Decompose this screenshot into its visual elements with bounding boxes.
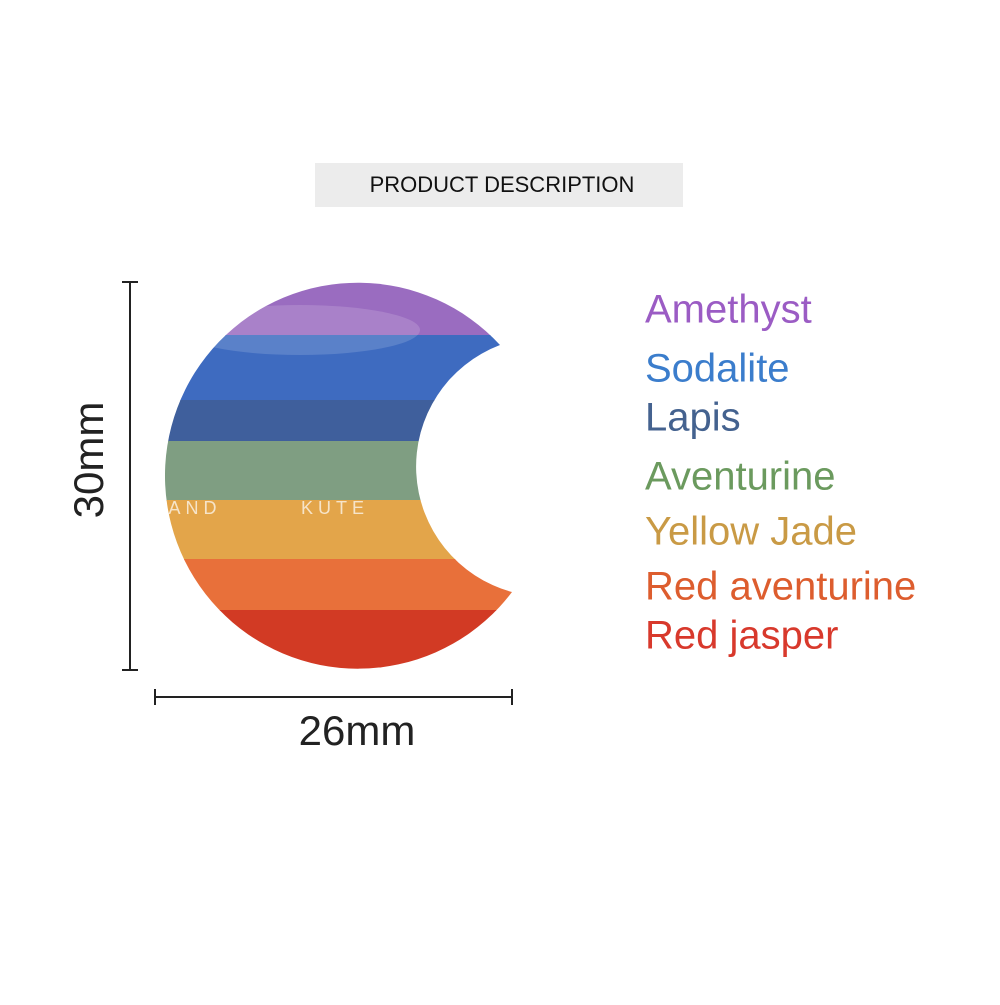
header-title: PRODUCT DESCRIPTION xyxy=(370,172,635,197)
watermark: KUTE xyxy=(301,498,369,518)
stone-label: Amethyst xyxy=(645,288,812,332)
width-label: 26mm xyxy=(299,707,416,754)
dimension-lines xyxy=(122,281,513,705)
stone-label: Aventurine xyxy=(645,455,836,499)
moon-stone xyxy=(164,282,513,669)
header-box xyxy=(315,163,683,207)
stone-label: Yellow Jade xyxy=(645,510,857,554)
watermark: AND xyxy=(168,498,221,518)
stone-labels: Amethyst Sodalite Lapis Aventurine Yellow Ja… xyxy=(645,288,916,658)
height-label: 30mm xyxy=(65,402,112,519)
stone-label: Red aventurine xyxy=(645,565,916,609)
stone-label: Red jasper xyxy=(645,614,838,658)
stone-label: Lapis xyxy=(645,396,741,440)
stone-label: Sodalite xyxy=(645,347,790,391)
